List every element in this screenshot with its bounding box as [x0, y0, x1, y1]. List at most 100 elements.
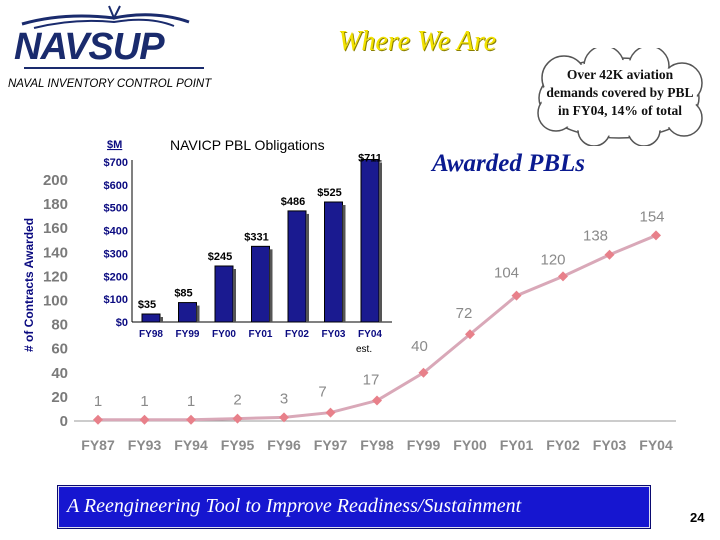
obligation-bar [360, 158, 380, 323]
line-y-tick-label: 180 [43, 196, 68, 213]
obligation-bar-shadow [342, 205, 346, 322]
line-x-tick-label: FY95 [221, 437, 255, 453]
bar-data-label: $525 [317, 187, 341, 199]
line-y-tick-label: 0 [60, 413, 68, 430]
banner-text: A Reengineering Tool to Improve Readines… [67, 495, 522, 517]
line-y-tick-label: 60 [51, 341, 68, 358]
line-y-tick-label: 20 [51, 389, 68, 406]
bar-x-tick-label: FY04 [358, 329, 382, 340]
line-data-label: 17 [363, 372, 380, 389]
callout-cloud [534, 48, 704, 146]
line-y-tick-label: 80 [51, 317, 68, 334]
obligation-bar-shadow [269, 249, 273, 322]
line-data-label: 3 [280, 390, 288, 407]
org-subtitle: NAVAL INVENTORY CONTROL POINT [8, 78, 212, 90]
line-data-label: 7 [318, 384, 326, 401]
line-data-point [511, 290, 522, 301]
line-data-point [279, 412, 289, 423]
line-data-point [651, 230, 661, 241]
page-title: Where We Are [338, 26, 497, 57]
line-x-tick-label: FY03 [593, 437, 627, 453]
line-x-tick-label: FY97 [314, 437, 348, 453]
obligation-bar [324, 201, 343, 323]
line-x-tick-label: FY04 [639, 437, 673, 453]
line-data-point [93, 414, 103, 425]
bar-y-tick-label: $400 [104, 226, 128, 238]
bar-data-label: $331 [244, 231, 268, 243]
bar-y-tick-label: $0 [116, 317, 128, 329]
bar-data-label: $486 [281, 196, 305, 208]
line-y-tick-label: 140 [43, 244, 68, 261]
bar-est-note: est. [356, 344, 372, 355]
line-data-point [604, 249, 615, 260]
bar-x-tick-label: FY02 [285, 329, 309, 340]
obligation-bar [251, 245, 270, 323]
bar-x-tick-label: FY98 [139, 329, 163, 340]
obligation-bar [141, 313, 161, 323]
bar-y-tick-label: $500 [104, 203, 128, 215]
obligation-bar-shadow [233, 269, 236, 322]
bar-chart-unit: $M [107, 139, 122, 151]
logo-wings-icon [21, 5, 204, 69]
line-data-point [465, 329, 475, 340]
line-x-tick-label: FY98 [360, 437, 394, 453]
line-x-tick-label: FY96 [267, 437, 301, 453]
logo-text: NAVSUP [14, 26, 165, 68]
line-data-point [325, 407, 336, 418]
line-data-point [418, 367, 429, 378]
cloud-shape-icon [537, 48, 703, 146]
line-data-point [558, 271, 568, 282]
bar-y-tick-label: $300 [104, 248, 128, 260]
line-data-label: 104 [494, 265, 519, 282]
line-data-point [139, 414, 150, 425]
line-data-label: 120 [540, 251, 565, 268]
line-data-label: 72 [456, 305, 473, 322]
line-x-tick-label: FY02 [546, 437, 580, 453]
obligation-bar [214, 265, 234, 323]
line-data-label: 40 [411, 338, 428, 355]
line-data-point [372, 395, 382, 406]
bar-y-tick-label: $700 [104, 157, 128, 169]
awarded-pbls-label: Awarded PBLs [432, 150, 586, 177]
line-y-tick-label: 40 [51, 365, 68, 382]
line-x-tick-label: FY87 [81, 437, 115, 453]
bar-x-tick-label: FY01 [249, 329, 273, 340]
bar-y-tick-label: $100 [104, 294, 128, 306]
bar-y-tick-label: $200 [104, 271, 128, 283]
line-y-tick-label: 200 [43, 172, 68, 189]
bar-data-label: $35 [138, 299, 156, 311]
bar-x-tick-label: FY00 [212, 329, 236, 340]
line-y-tick-label: 160 [43, 220, 68, 237]
bottom-banner: A Reengineering Tool to Improve Readines… [58, 486, 650, 528]
callout-text: Over 42K aviation demands covered by PBL… [546, 67, 694, 118]
bar-y-tick-label: $600 [104, 180, 128, 192]
line-y-axis-label: # of Contracts Awarded [22, 218, 36, 352]
obligation-bar-shadow [306, 213, 309, 322]
obligation-bar [287, 210, 307, 323]
obligation-bar-shadow [379, 162, 382, 322]
line-data-label: 1 [187, 393, 195, 410]
bar-x-tick-label: FY99 [176, 329, 200, 340]
bar-data-label: $711 [358, 152, 382, 164]
obligation-bar-shadow [160, 317, 163, 322]
obligation-bar [178, 302, 197, 323]
line-x-tick-label: FY00 [453, 437, 487, 453]
line-x-tick-label: FY94 [174, 437, 208, 453]
line-y-tick-label: 120 [43, 268, 68, 285]
navsup-logo: NAVSUP [4, 4, 224, 74]
bar-x-tick-label: FY03 [322, 329, 346, 340]
line-x-tick-label: FY99 [407, 437, 441, 453]
line-data-label: 154 [639, 208, 664, 225]
contracts-line-chart: # of Contracts Awarded 02040608010012014… [22, 172, 676, 453]
line-data-label: 2 [233, 392, 241, 409]
bar-data-label: $245 [208, 251, 232, 263]
line-data-label: 138 [583, 228, 608, 245]
page-number: 24 [690, 510, 705, 525]
line-data-point [186, 414, 196, 425]
line-x-tick-label: FY93 [128, 437, 162, 453]
bar-data-label: $85 [174, 288, 192, 300]
line-data-label: 1 [140, 393, 148, 410]
obligations-bar-chart: NAVICP PBL Obligations $M $0 $100 $200 $300… [92, 137, 392, 355]
line-y-tick-label: 100 [43, 293, 68, 310]
